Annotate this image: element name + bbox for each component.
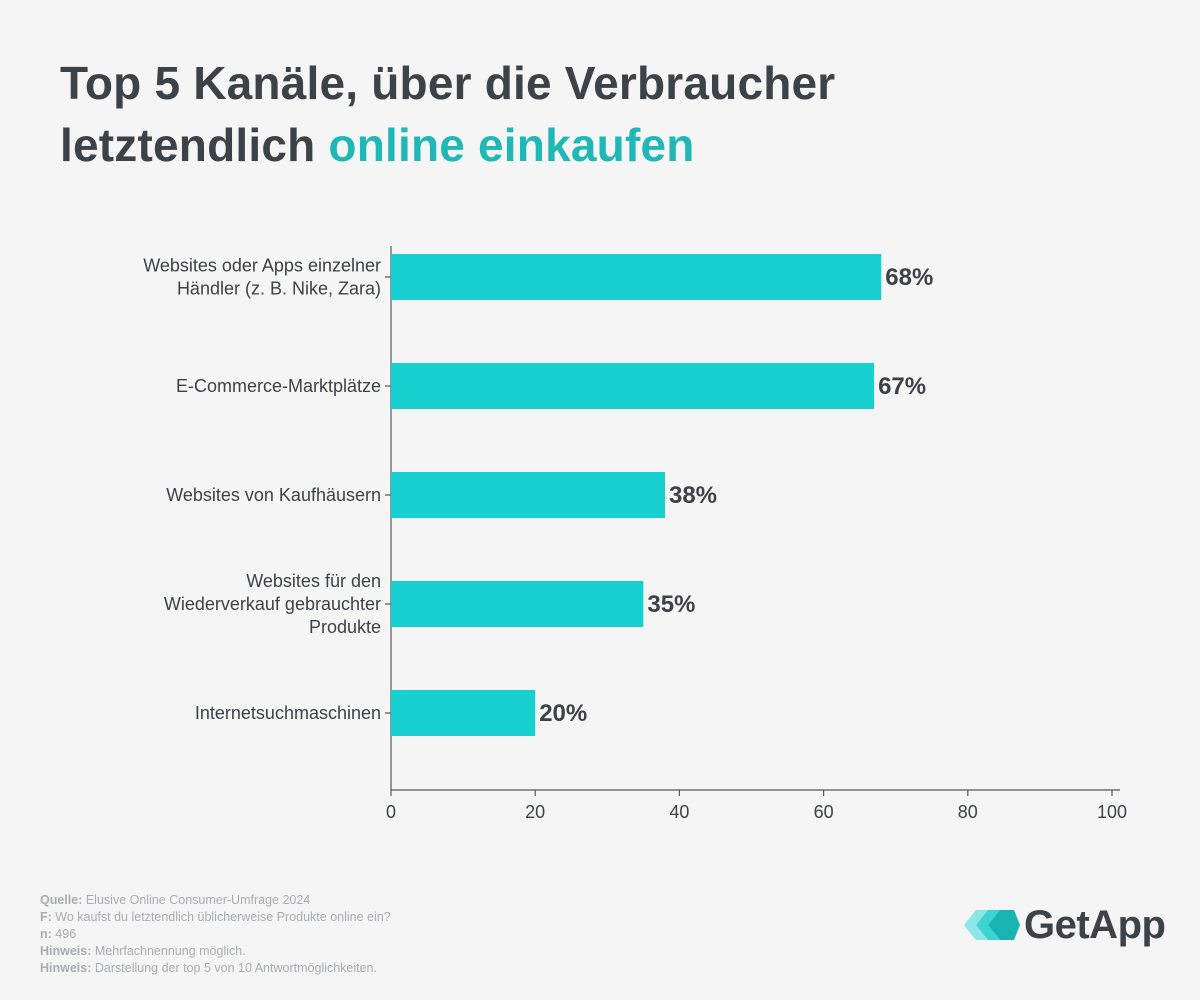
footer-question-text: Wo kaufst du letztendlich üblicherweise … xyxy=(51,910,391,924)
bar-value-label: 20% xyxy=(539,700,587,727)
getapp-logo-text: GetApp xyxy=(1024,903,1166,947)
category-label: Internetsuchmaschinen xyxy=(195,703,381,723)
x-tick-label: 60 xyxy=(814,802,834,822)
getapp-chevrons-icon xyxy=(964,910,1020,940)
x-tick-label: 20 xyxy=(525,802,545,822)
footer-question-key: F: xyxy=(40,910,52,924)
category-label: E-Commerce-Marktplätze xyxy=(176,376,381,396)
x-tick-label: 0 xyxy=(386,802,396,822)
category-label: Websites oder Apps einzelner Händler (z. … xyxy=(143,256,381,299)
x-tick-label: 40 xyxy=(669,802,689,822)
bar-value-label: 67% xyxy=(878,373,926,400)
bar xyxy=(391,363,875,409)
footer-source-text: Elusive Online Consumer-Umfrage 2024 xyxy=(82,893,311,907)
footer-note-2-key: Hinweis: xyxy=(40,961,92,975)
category-label: Websites von Kaufhäusern xyxy=(166,485,381,505)
category-label-line: Händler (z. B. Nike, Zara) xyxy=(177,279,381,299)
footer-source: Quelle: Elusive Online Consumer-Umfrage … xyxy=(40,892,740,909)
footer-note-1: Hinweis: Mehrfachnennung möglich. xyxy=(40,943,740,960)
category-label-line: Wiederverkauf gebrauchter xyxy=(164,594,381,614)
x-tick-label: 100 xyxy=(1097,802,1127,822)
chart-footer: Quelle: Elusive Online Consumer-Umfrage … xyxy=(40,892,740,977)
category-label-line: Internetsuchmaschinen xyxy=(195,703,381,723)
footer-question: F: Wo kaufst du letztendlich üblicherwei… xyxy=(40,909,740,926)
footer-sample: n: 496 xyxy=(40,926,740,943)
footer-sample-text: 496 xyxy=(51,927,77,941)
category-label-line: Produkte xyxy=(309,617,381,637)
title-line-1: Top 5 Kanäle, über die Verbraucher xyxy=(60,57,836,109)
getapp-logo: GetApp xyxy=(962,900,1177,950)
bar xyxy=(391,472,665,518)
bar xyxy=(391,690,536,736)
title-line-2-accent: online einkaufen xyxy=(328,119,695,171)
bar-value-label: 68% xyxy=(885,264,933,291)
footer-note-2: Hinweis: Darstellung der top 5 von 10 An… xyxy=(40,960,740,977)
bar-value-label: 38% xyxy=(669,482,717,509)
chart-title: Top 5 Kanäle, über die Verbraucher letzt… xyxy=(60,52,1060,176)
category-label-line: Websites oder Apps einzelner xyxy=(143,256,381,276)
x-tick-label: 80 xyxy=(958,802,978,822)
category-label-line: Websites für den xyxy=(246,571,381,591)
footer-note-1-text: Mehrfachnennung möglich. xyxy=(91,944,246,958)
footer-source-key: Quelle: xyxy=(40,893,83,907)
category-label: Websites für den Wiederverkauf gebrauchte… xyxy=(164,571,381,637)
bar-chart: 0 20 40 60 80 100 68% Websites oder Apps einzel… xyxy=(143,246,1127,822)
footer-sample-key: n: xyxy=(40,927,52,941)
title-line-2: letztendlich online einkaufen xyxy=(60,114,1060,176)
category-label-line: E-Commerce-Marktplätze xyxy=(176,376,381,396)
category-label-line: Websites von Kaufhäusern xyxy=(166,485,381,505)
title-line-2-plain: letztendlich xyxy=(60,119,329,171)
footer-note-1-key: Hinweis: xyxy=(40,944,92,958)
footer-note-2-text: Darstellung der top 5 von 10 Antwortmögl… xyxy=(91,961,377,975)
bar xyxy=(391,581,644,627)
bar xyxy=(391,254,882,300)
bar-value-label: 35% xyxy=(647,591,695,618)
